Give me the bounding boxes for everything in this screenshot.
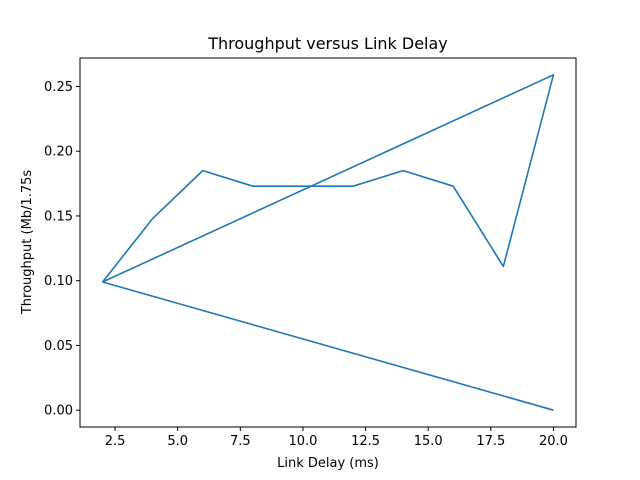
x-tick-label: 2.5 [105,434,126,449]
y-tick-label: 0.25 [44,80,73,95]
x-tick-label: 20.0 [539,434,568,449]
plot-frame [79,57,577,428]
y-tick-label: 0.20 [44,145,73,160]
series-line-1 [101,74,555,283]
y-tick-label: 0.00 [44,404,73,419]
x-axis-label: Link Delay (ms) [277,456,379,471]
y-axis-label: Throughput (Mb/1.75s [20,170,35,316]
chart-title: Throughput versus Link Delay [207,34,448,53]
x-tick-label: 17.5 [476,434,505,449]
x-tick-label: 15.0 [414,434,443,449]
series-line-2 [102,281,554,411]
y-tick-label: 0.05 [44,339,73,354]
x-tick-label: 7.5 [230,434,251,449]
x-tick-label: 12.5 [351,434,380,449]
x-tick-label: 10.0 [288,434,317,449]
y-tick-label: 0.10 [44,274,73,289]
y-tick-label: 0.15 [44,209,73,224]
x-tick-label: 5.0 [167,434,188,449]
